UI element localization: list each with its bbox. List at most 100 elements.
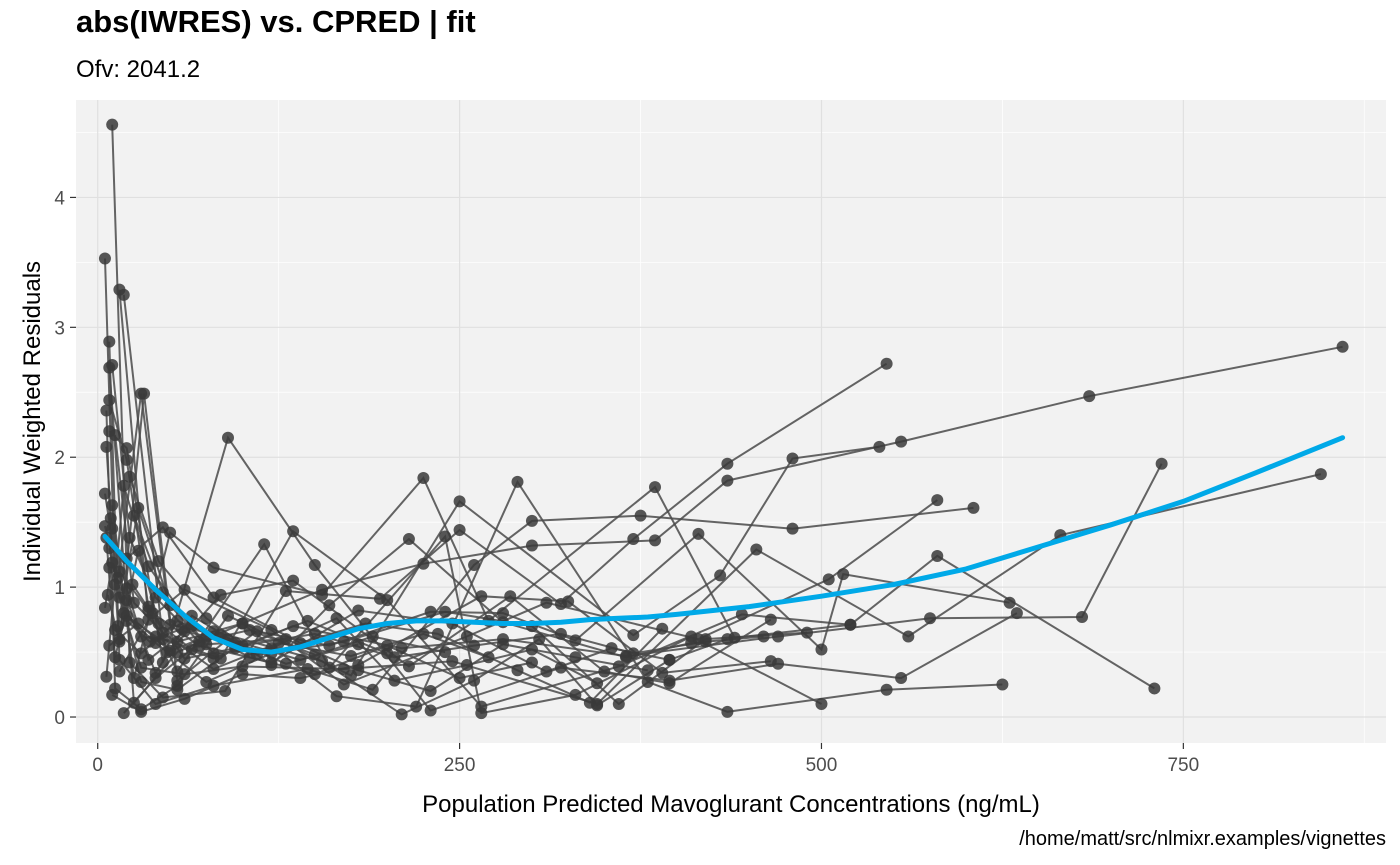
data-point: [294, 653, 307, 666]
data-point: [113, 635, 126, 648]
data-point: [721, 474, 734, 487]
data-point: [525, 539, 538, 552]
data-point: [103, 394, 116, 407]
data-point: [540, 596, 553, 609]
data-point: [149, 666, 162, 679]
data-point: [127, 696, 140, 709]
data-point: [663, 677, 676, 690]
data-point: [308, 559, 321, 572]
data-point: [468, 559, 481, 572]
data-point: [100, 404, 113, 417]
data-point: [446, 655, 459, 668]
data-point: [104, 512, 117, 525]
data-point: [106, 556, 119, 569]
data-point: [569, 634, 582, 647]
data-point: [308, 627, 321, 640]
data-point: [111, 572, 124, 585]
data-point: [1076, 610, 1089, 623]
data-point: [219, 685, 232, 698]
data-point: [612, 660, 625, 673]
data-point: [171, 635, 184, 648]
data-point: [641, 675, 654, 688]
data-point: [207, 561, 220, 574]
data-point: [431, 627, 444, 640]
data-point: [656, 622, 669, 635]
data-point: [171, 665, 184, 678]
data-point: [127, 672, 140, 685]
data-point: [540, 665, 553, 678]
data-point: [113, 665, 126, 678]
data-point: [236, 668, 249, 681]
data-point: [156, 656, 169, 669]
data-point: [337, 678, 350, 691]
data-point: [468, 674, 481, 687]
data-point: [243, 623, 256, 636]
data-point: [1336, 340, 1349, 353]
data-point: [417, 472, 430, 485]
data-point: [497, 607, 510, 620]
data-point: [221, 431, 234, 444]
data-point: [996, 678, 1009, 691]
smooth-trend-line: [102, 435, 1346, 655]
x-tick-label: 750: [1167, 755, 1199, 776]
data-point: [1083, 390, 1096, 403]
data-point: [482, 651, 495, 664]
data-point: [126, 578, 139, 591]
data-point: [200, 612, 213, 625]
data-point: [316, 588, 329, 601]
data-point: [117, 707, 130, 720]
data-point: [100, 670, 113, 683]
data-point: [1314, 468, 1327, 481]
data-point: [554, 627, 567, 640]
data-point: [207, 662, 220, 675]
data-point: [207, 591, 220, 604]
x-axis-title: Population Predicted Mavoglurant Concent…: [422, 791, 1040, 818]
data-point: [279, 585, 292, 598]
data-point: [634, 509, 647, 522]
data-point: [142, 653, 155, 666]
data-point: [880, 683, 893, 696]
data-point: [98, 601, 111, 614]
data-point: [605, 642, 618, 655]
data-point: [460, 659, 473, 672]
data-point: [323, 599, 336, 612]
data-point: [135, 387, 148, 400]
data-point: [135, 630, 148, 643]
data-point: [511, 664, 524, 677]
data-point: [106, 688, 119, 701]
data-point: [258, 538, 271, 551]
data-point: [156, 521, 169, 534]
y-tick-label: 3: [54, 318, 65, 339]
data-point: [504, 590, 517, 603]
data-point: [265, 623, 278, 636]
data-point: [243, 651, 256, 664]
data-point: [800, 626, 813, 639]
data-point: [533, 633, 546, 646]
data-point: [627, 647, 640, 660]
data-point: [627, 629, 640, 642]
data-point: [439, 530, 452, 543]
data-point: [308, 648, 321, 661]
data-point: [109, 651, 122, 664]
data-point: [171, 674, 184, 687]
data-point: [569, 688, 582, 701]
data-point: [132, 501, 145, 514]
data-point: [453, 523, 466, 536]
data-point: [103, 335, 116, 348]
data-point: [178, 652, 191, 665]
data-point: [967, 501, 980, 514]
data-point: [395, 708, 408, 721]
data-point: [123, 531, 136, 544]
data-point: [612, 698, 625, 711]
data-point: [123, 470, 136, 483]
data-point: [156, 626, 169, 639]
data-point: [924, 612, 937, 625]
minor-gridlines: [76, 100, 1386, 743]
data-point: [598, 665, 611, 678]
data-point: [815, 643, 828, 656]
series-line-9: [104, 525, 1010, 691]
data-point: [554, 661, 567, 674]
data-point: [221, 609, 234, 622]
data-point: [135, 661, 148, 674]
data-point: [525, 643, 538, 656]
